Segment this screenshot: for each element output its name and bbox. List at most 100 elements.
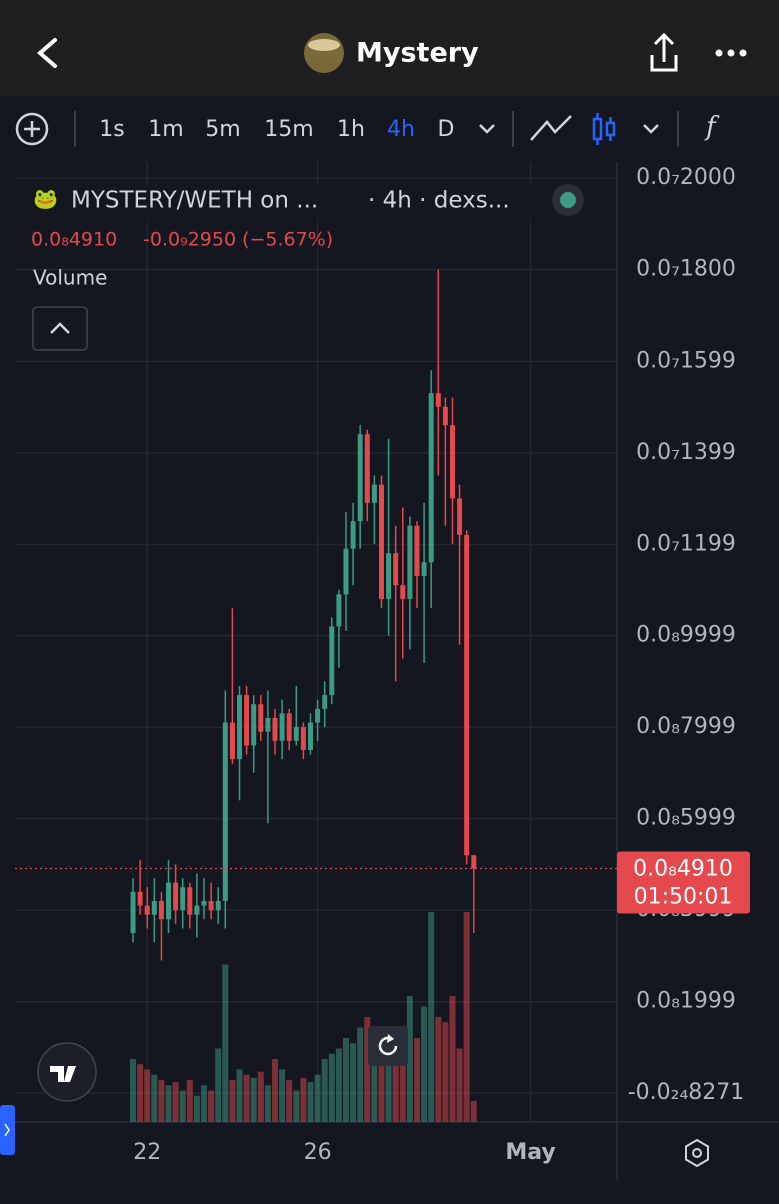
candle-body — [180, 887, 186, 911]
candle-body — [428, 393, 434, 563]
add-button[interactable] — [15, 112, 49, 146]
volume-bar — [172, 1082, 179, 1122]
candle-body — [137, 891, 143, 906]
interval-dropdown[interactable] — [479, 124, 495, 134]
axes: 0.0₇2000 0.0₇1800 0.0₇1599 0.0₇1399 0.0₇1199… — [15, 165, 750, 1165]
volume-bar — [300, 1077, 307, 1122]
volume-bar — [293, 1090, 300, 1122]
candle-body — [272, 717, 278, 741]
volume-bar — [470, 1101, 477, 1122]
candle-body — [222, 722, 228, 901]
candle-body — [464, 534, 470, 856]
volume-bar — [236, 1069, 243, 1122]
volume-bar — [321, 1059, 328, 1122]
reset-button[interactable] — [368, 1026, 408, 1066]
volume-bar — [392, 1048, 399, 1122]
candle-body — [336, 594, 342, 627]
interval-button[interactable]: 4h — [387, 117, 415, 142]
volume-bar — [435, 1017, 442, 1122]
interval-button[interactable]: 1m — [148, 117, 183, 142]
interval-button[interactable]: 1h — [337, 117, 365, 142]
candle-body — [307, 722, 313, 750]
settings-button[interactable] — [685, 1138, 709, 1168]
back-button[interactable] — [36, 38, 57, 68]
candle-body — [187, 887, 193, 915]
legend-change: -0.0₉2950 (−5.67%) — [143, 229, 333, 251]
volume-bar — [314, 1074, 321, 1122]
candle-chart-button[interactable] — [592, 113, 616, 145]
candle-body — [435, 393, 441, 407]
candle-body — [457, 498, 463, 535]
candle-body — [364, 434, 370, 503]
volume-bar — [186, 1080, 193, 1122]
volume-bar — [179, 1090, 186, 1122]
candle-body — [144, 905, 150, 915]
countdown-label: 01:50:01 — [634, 885, 733, 910]
legend-price: 0.0₈4910 — [31, 229, 117, 251]
candle-body — [350, 521, 356, 549]
candle-body — [173, 882, 179, 911]
volume-bar — [222, 964, 229, 1122]
candle-body — [407, 525, 413, 599]
volume-bar — [193, 1095, 200, 1122]
legend-symbol: MYSTERY/WETH on ... — [71, 188, 318, 214]
candle-body — [166, 882, 172, 920]
volume-bar — [378, 1059, 385, 1122]
candle-body — [251, 704, 257, 746]
side-tab[interactable] — [0, 1105, 15, 1155]
side-tab-icon — [4, 1123, 10, 1137]
volume-bar — [428, 912, 435, 1122]
chart-type-dropdown[interactable] — [643, 124, 659, 134]
y-tick-label: 0.0₇1199 — [636, 532, 736, 557]
interval-button[interactable]: 5m — [205, 117, 240, 142]
grid — [15, 162, 617, 1122]
volume-bar — [456, 1048, 463, 1122]
add-icon — [24, 121, 40, 137]
share-button[interactable] — [650, 32, 678, 72]
candles — [130, 269, 477, 961]
candle-body — [343, 548, 349, 595]
candle-body — [158, 900, 164, 920]
volume-bar — [385, 1064, 392, 1122]
header-bar — [0, 0, 779, 96]
volume-bar — [165, 1085, 172, 1122]
candle-body — [130, 891, 136, 934]
volume-bar — [463, 912, 470, 1122]
candle-body — [371, 484, 377, 503]
volume-label: Volume — [33, 266, 107, 290]
interval-button[interactable]: 1s — [99, 117, 124, 142]
volume-bar — [144, 1069, 151, 1122]
line-chart-button[interactable] — [530, 115, 572, 141]
y-tick-label: 0.0₇1800 — [636, 257, 736, 282]
volume-bar — [137, 1064, 144, 1122]
volume-bar — [250, 1077, 257, 1122]
candle-body — [449, 425, 455, 499]
y-tick-label: -0.0₂₄8271 — [628, 1080, 745, 1105]
candle-body — [414, 525, 420, 577]
candle-body — [421, 562, 427, 577]
candle-body — [265, 717, 271, 732]
volume-bar — [328, 1053, 335, 1122]
candle-body — [244, 695, 250, 746]
plot-area — [15, 162, 617, 1122]
collapse-button[interactable] — [32, 306, 88, 351]
y-tick-label: 0.0₇1599 — [636, 349, 736, 374]
candle-body — [357, 434, 363, 522]
tradingview-mark — [50, 1066, 76, 1082]
volume-bar — [257, 1071, 264, 1122]
more-button[interactable] — [715, 49, 747, 57]
candle-body — [471, 855, 477, 869]
volume-bar — [151, 1074, 158, 1122]
candle-body — [300, 727, 306, 750]
y-tick-label: 0.0₇1399 — [636, 440, 736, 465]
volume-bar — [364, 1017, 371, 1122]
volume-bar — [335, 1048, 342, 1122]
interval-button[interactable]: D — [438, 117, 455, 142]
legend-details: · 4h · dexs... — [368, 188, 510, 214]
legend-bg — [22, 184, 598, 222]
interval-button[interactable]: 15m — [264, 117, 313, 142]
volume-bar — [158, 1080, 165, 1122]
settings-icon — [692, 1148, 702, 1158]
volume-bar — [357, 1027, 364, 1122]
